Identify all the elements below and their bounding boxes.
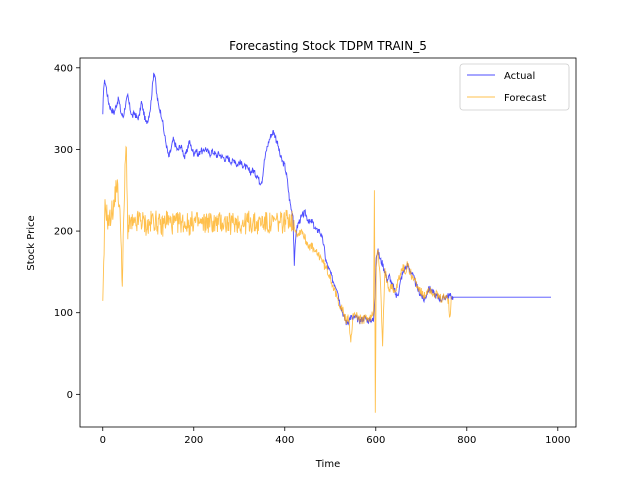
legend-label-forecast: Forecast <box>504 93 546 104</box>
series-line-actual <box>102 72 551 326</box>
legend: Actual Forecast <box>459 63 570 111</box>
x-tick-label: 600 <box>366 435 385 446</box>
series-layer <box>102 72 551 413</box>
y-tick-label: 400 <box>54 63 73 74</box>
y-tick-label: 300 <box>54 145 73 156</box>
x-tick-label: 200 <box>184 435 203 446</box>
y-axis-label: Stock Price <box>26 215 37 270</box>
x-axis-label: Time <box>315 459 340 470</box>
x-tick-label: 800 <box>457 435 476 446</box>
x-tick-label: 0 <box>100 435 106 446</box>
y-tick-label: 100 <box>54 308 73 319</box>
y-tick-label: 0 <box>67 390 73 401</box>
legend-label-actual: Actual <box>504 71 535 82</box>
y-axis-ticks: 0 100 200 300 400 <box>54 63 80 401</box>
plot-frame <box>79 57 577 428</box>
x-tick-label: 1000 <box>545 435 570 446</box>
x-axis-ticks: 0 200 400 600 800 1000 <box>100 427 571 446</box>
y-tick-label: 200 <box>54 227 73 238</box>
x-tick-label: 400 <box>275 435 294 446</box>
series-line-forecast <box>102 145 452 413</box>
chart-title: Forecasting Stock TDPM TRAIN_5 <box>229 39 427 53</box>
plot-area: 0 200 400 600 800 1000 0 100 200 300 400 <box>54 57 577 446</box>
